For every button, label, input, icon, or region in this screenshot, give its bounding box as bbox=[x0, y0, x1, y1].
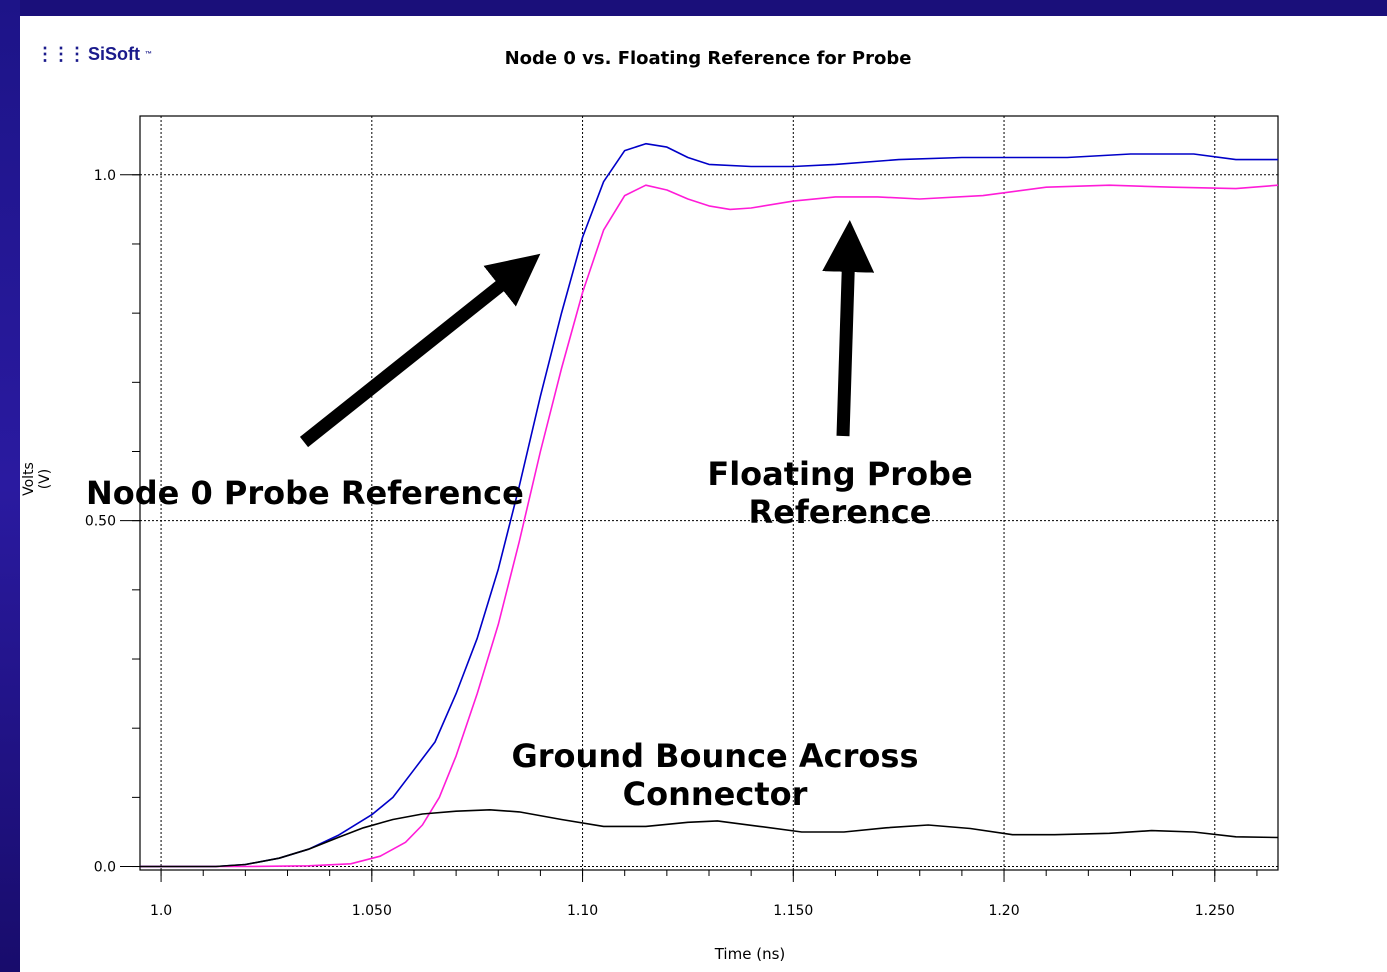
floating-annotation: Floating Probe Reference bbox=[707, 455, 973, 531]
axis-ticks bbox=[120, 174, 1258, 882]
y-tick-label: 0.0 bbox=[94, 860, 116, 876]
x-axis-label: Time (ns) bbox=[714, 945, 786, 963]
window-frame-left bbox=[0, 0, 20, 972]
series-line-1 bbox=[140, 142, 1278, 868]
y-tick-label: 1.0 bbox=[94, 168, 116, 184]
y-tick-label: 0.50 bbox=[85, 514, 116, 530]
tick-labels: 1.0 1.050 1.10 1.150 1.20 1.250 0.0 0.50 1.0 bbox=[85, 168, 1235, 919]
ground-bounce-annotation: Ground Bounce Across Connector bbox=[511, 737, 919, 813]
series-line-2 bbox=[140, 184, 1279, 868]
x-tick-label: 1.0 bbox=[150, 903, 172, 919]
x-tick-label: 1.050 bbox=[352, 903, 392, 919]
x-tick-label: 1.20 bbox=[988, 903, 1019, 919]
grid-lines bbox=[140, 116, 1278, 870]
trademark-mark: ™ bbox=[145, 51, 152, 58]
sisoft-logo-text: SiSoft bbox=[88, 44, 140, 64]
floating-annotation-arrow bbox=[822, 220, 875, 437]
node0-annotation-arrow bbox=[299, 253, 541, 448]
series-line-3 bbox=[140, 808, 1279, 868]
node0-annotation: Node 0 Probe Reference bbox=[86, 474, 524, 512]
sisoft-logo: ⋮⋮⋮ SiSoft ™ bbox=[36, 44, 152, 65]
sisoft-logo-icon: ⋮⋮⋮ bbox=[36, 44, 86, 64]
data-series bbox=[140, 142, 1279, 868]
x-tick-label: 1.10 bbox=[567, 903, 598, 919]
x-tick-label: 1.250 bbox=[1195, 903, 1235, 919]
x-tick-label: 1.150 bbox=[773, 903, 813, 919]
chart-panel bbox=[20, 16, 1387, 972]
window-frame-top bbox=[0, 0, 1387, 16]
chart-title: Node 0 vs. Floating Reference for Probe bbox=[504, 48, 912, 69]
y-axis-label: Volts (V) bbox=[21, 462, 53, 496]
